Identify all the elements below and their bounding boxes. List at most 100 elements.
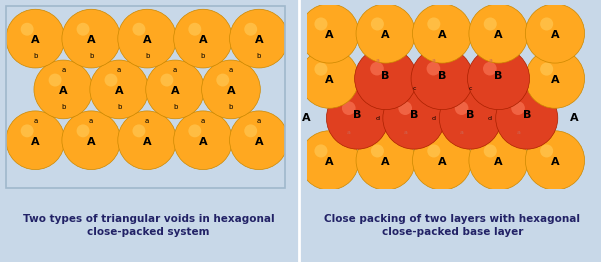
Text: Close packing of two layers with hexagonal
close-packed base layer: Close packing of two layers with hexagon… <box>325 214 580 237</box>
Circle shape <box>216 74 229 86</box>
Circle shape <box>314 144 328 157</box>
Text: b: b <box>201 53 205 59</box>
Circle shape <box>412 4 472 63</box>
Circle shape <box>244 23 257 36</box>
Circle shape <box>174 9 233 68</box>
Text: A: A <box>570 113 579 123</box>
Circle shape <box>540 63 553 76</box>
Text: a: a <box>89 118 93 124</box>
Circle shape <box>427 62 441 75</box>
Circle shape <box>202 60 260 119</box>
Text: A: A <box>551 30 560 40</box>
Text: a: a <box>488 58 492 63</box>
Circle shape <box>62 9 121 68</box>
Text: B: B <box>410 110 418 120</box>
Text: a: a <box>460 130 464 135</box>
Circle shape <box>62 111 121 170</box>
Text: a: a <box>375 58 379 63</box>
Circle shape <box>484 144 497 157</box>
Circle shape <box>383 87 445 149</box>
Text: A: A <box>494 157 503 167</box>
Circle shape <box>314 18 328 30</box>
Text: b: b <box>229 104 233 110</box>
Text: A: A <box>325 30 334 40</box>
Text: A: A <box>143 35 151 45</box>
Circle shape <box>356 4 415 63</box>
Text: A: A <box>87 137 96 147</box>
Circle shape <box>160 74 173 86</box>
Circle shape <box>300 131 359 190</box>
Text: A: A <box>438 30 447 40</box>
Circle shape <box>230 9 288 68</box>
Circle shape <box>6 111 65 170</box>
Circle shape <box>469 4 528 63</box>
Circle shape <box>326 87 388 149</box>
Circle shape <box>398 101 412 115</box>
Text: a: a <box>257 118 261 124</box>
Text: a: a <box>229 67 233 73</box>
Text: A: A <box>438 157 447 167</box>
Text: A: A <box>494 30 503 40</box>
Text: b: b <box>89 53 93 59</box>
Circle shape <box>230 111 288 170</box>
Text: a: a <box>117 67 121 73</box>
Circle shape <box>484 18 497 30</box>
Circle shape <box>6 9 65 68</box>
Text: A: A <box>143 137 151 147</box>
Circle shape <box>188 23 201 36</box>
Text: c: c <box>412 86 416 91</box>
Text: A: A <box>115 86 124 96</box>
Circle shape <box>427 18 441 30</box>
Text: A: A <box>325 157 334 167</box>
Text: A: A <box>551 157 560 167</box>
Text: A: A <box>325 75 334 85</box>
Text: a: a <box>145 118 149 124</box>
Text: A: A <box>31 35 40 45</box>
Text: d: d <box>488 116 492 121</box>
Text: a: a <box>173 67 177 73</box>
Text: B: B <box>382 71 390 81</box>
Circle shape <box>300 4 359 63</box>
Circle shape <box>511 101 525 115</box>
Text: A: A <box>302 113 311 123</box>
Circle shape <box>525 4 585 63</box>
Circle shape <box>118 111 177 170</box>
Circle shape <box>355 48 416 110</box>
Text: B: B <box>438 71 447 81</box>
Text: b: b <box>61 104 66 110</box>
Circle shape <box>439 87 501 149</box>
Circle shape <box>483 62 496 75</box>
Circle shape <box>371 18 384 30</box>
Text: A: A <box>227 86 236 96</box>
Text: d: d <box>432 116 436 121</box>
Text: b: b <box>257 53 261 59</box>
Text: b: b <box>145 53 149 59</box>
Circle shape <box>540 18 553 30</box>
Text: c: c <box>469 86 472 91</box>
Circle shape <box>20 124 34 137</box>
Text: a: a <box>403 130 407 135</box>
Text: A: A <box>551 75 560 85</box>
Text: A: A <box>31 137 40 147</box>
Circle shape <box>244 124 257 137</box>
Circle shape <box>118 9 177 68</box>
Circle shape <box>370 62 384 75</box>
Text: a: a <box>61 67 66 73</box>
Text: B: B <box>466 110 475 120</box>
Circle shape <box>132 23 145 36</box>
Text: d: d <box>375 116 379 121</box>
Circle shape <box>525 49 585 108</box>
Circle shape <box>90 60 148 119</box>
Circle shape <box>76 23 90 36</box>
Circle shape <box>427 144 441 157</box>
Text: A: A <box>59 86 68 96</box>
Circle shape <box>34 60 93 119</box>
Circle shape <box>174 111 233 170</box>
Text: A: A <box>382 30 390 40</box>
Circle shape <box>412 131 472 190</box>
Text: A: A <box>87 35 96 45</box>
Circle shape <box>356 131 415 190</box>
Text: A: A <box>255 137 263 147</box>
Circle shape <box>468 48 529 110</box>
Text: B: B <box>353 110 362 120</box>
